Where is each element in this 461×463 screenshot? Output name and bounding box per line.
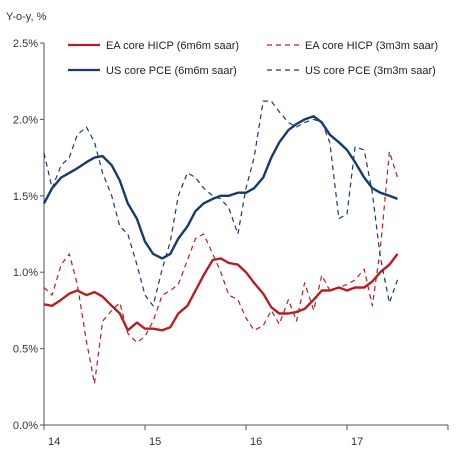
y-tick-label: 1.0% [13,267,38,279]
series-lines [42,100,399,385]
legend-label-ea-6m6m: EA core HICP (6m6m saar) [106,40,239,52]
y-axis-label: Y-o-y, % [6,11,47,23]
y-tick-label: 0.5% [13,344,38,356]
y-tick-label: 1.5% [13,191,38,203]
y-tick-label: 0.0% [13,420,38,432]
y-tick-label: 2.0% [13,114,38,126]
y-tick-label: 2.5% [13,38,38,50]
legend: EA core HICP (6m6m saar) EA core HICP (3… [68,40,438,77]
legend-label-ea-3m3m: EA core HICP (3m3m saar) [305,40,438,52]
y-ticks: 0.0% 0.5% 1.0% 1.5% 2.0% 2.5% [13,38,44,432]
x-tick-label: 15 [149,436,161,448]
series-line-0 [43,253,399,332]
legend-label-us-3m3m: US core PCE (3m3m saar) [305,65,436,77]
series-line-1 [43,150,399,385]
x-tick-label: 16 [250,436,262,448]
x-tick-label: 14 [48,436,60,448]
series-line-2 [42,115,398,260]
axes [43,43,448,426]
x-ticks: 14 15 16 17 [43,425,449,448]
x-tick-label: 17 [351,436,363,448]
legend-label-us-6m6m: US core PCE (6m6m saar) [106,65,237,77]
series-line-3 [43,100,399,307]
